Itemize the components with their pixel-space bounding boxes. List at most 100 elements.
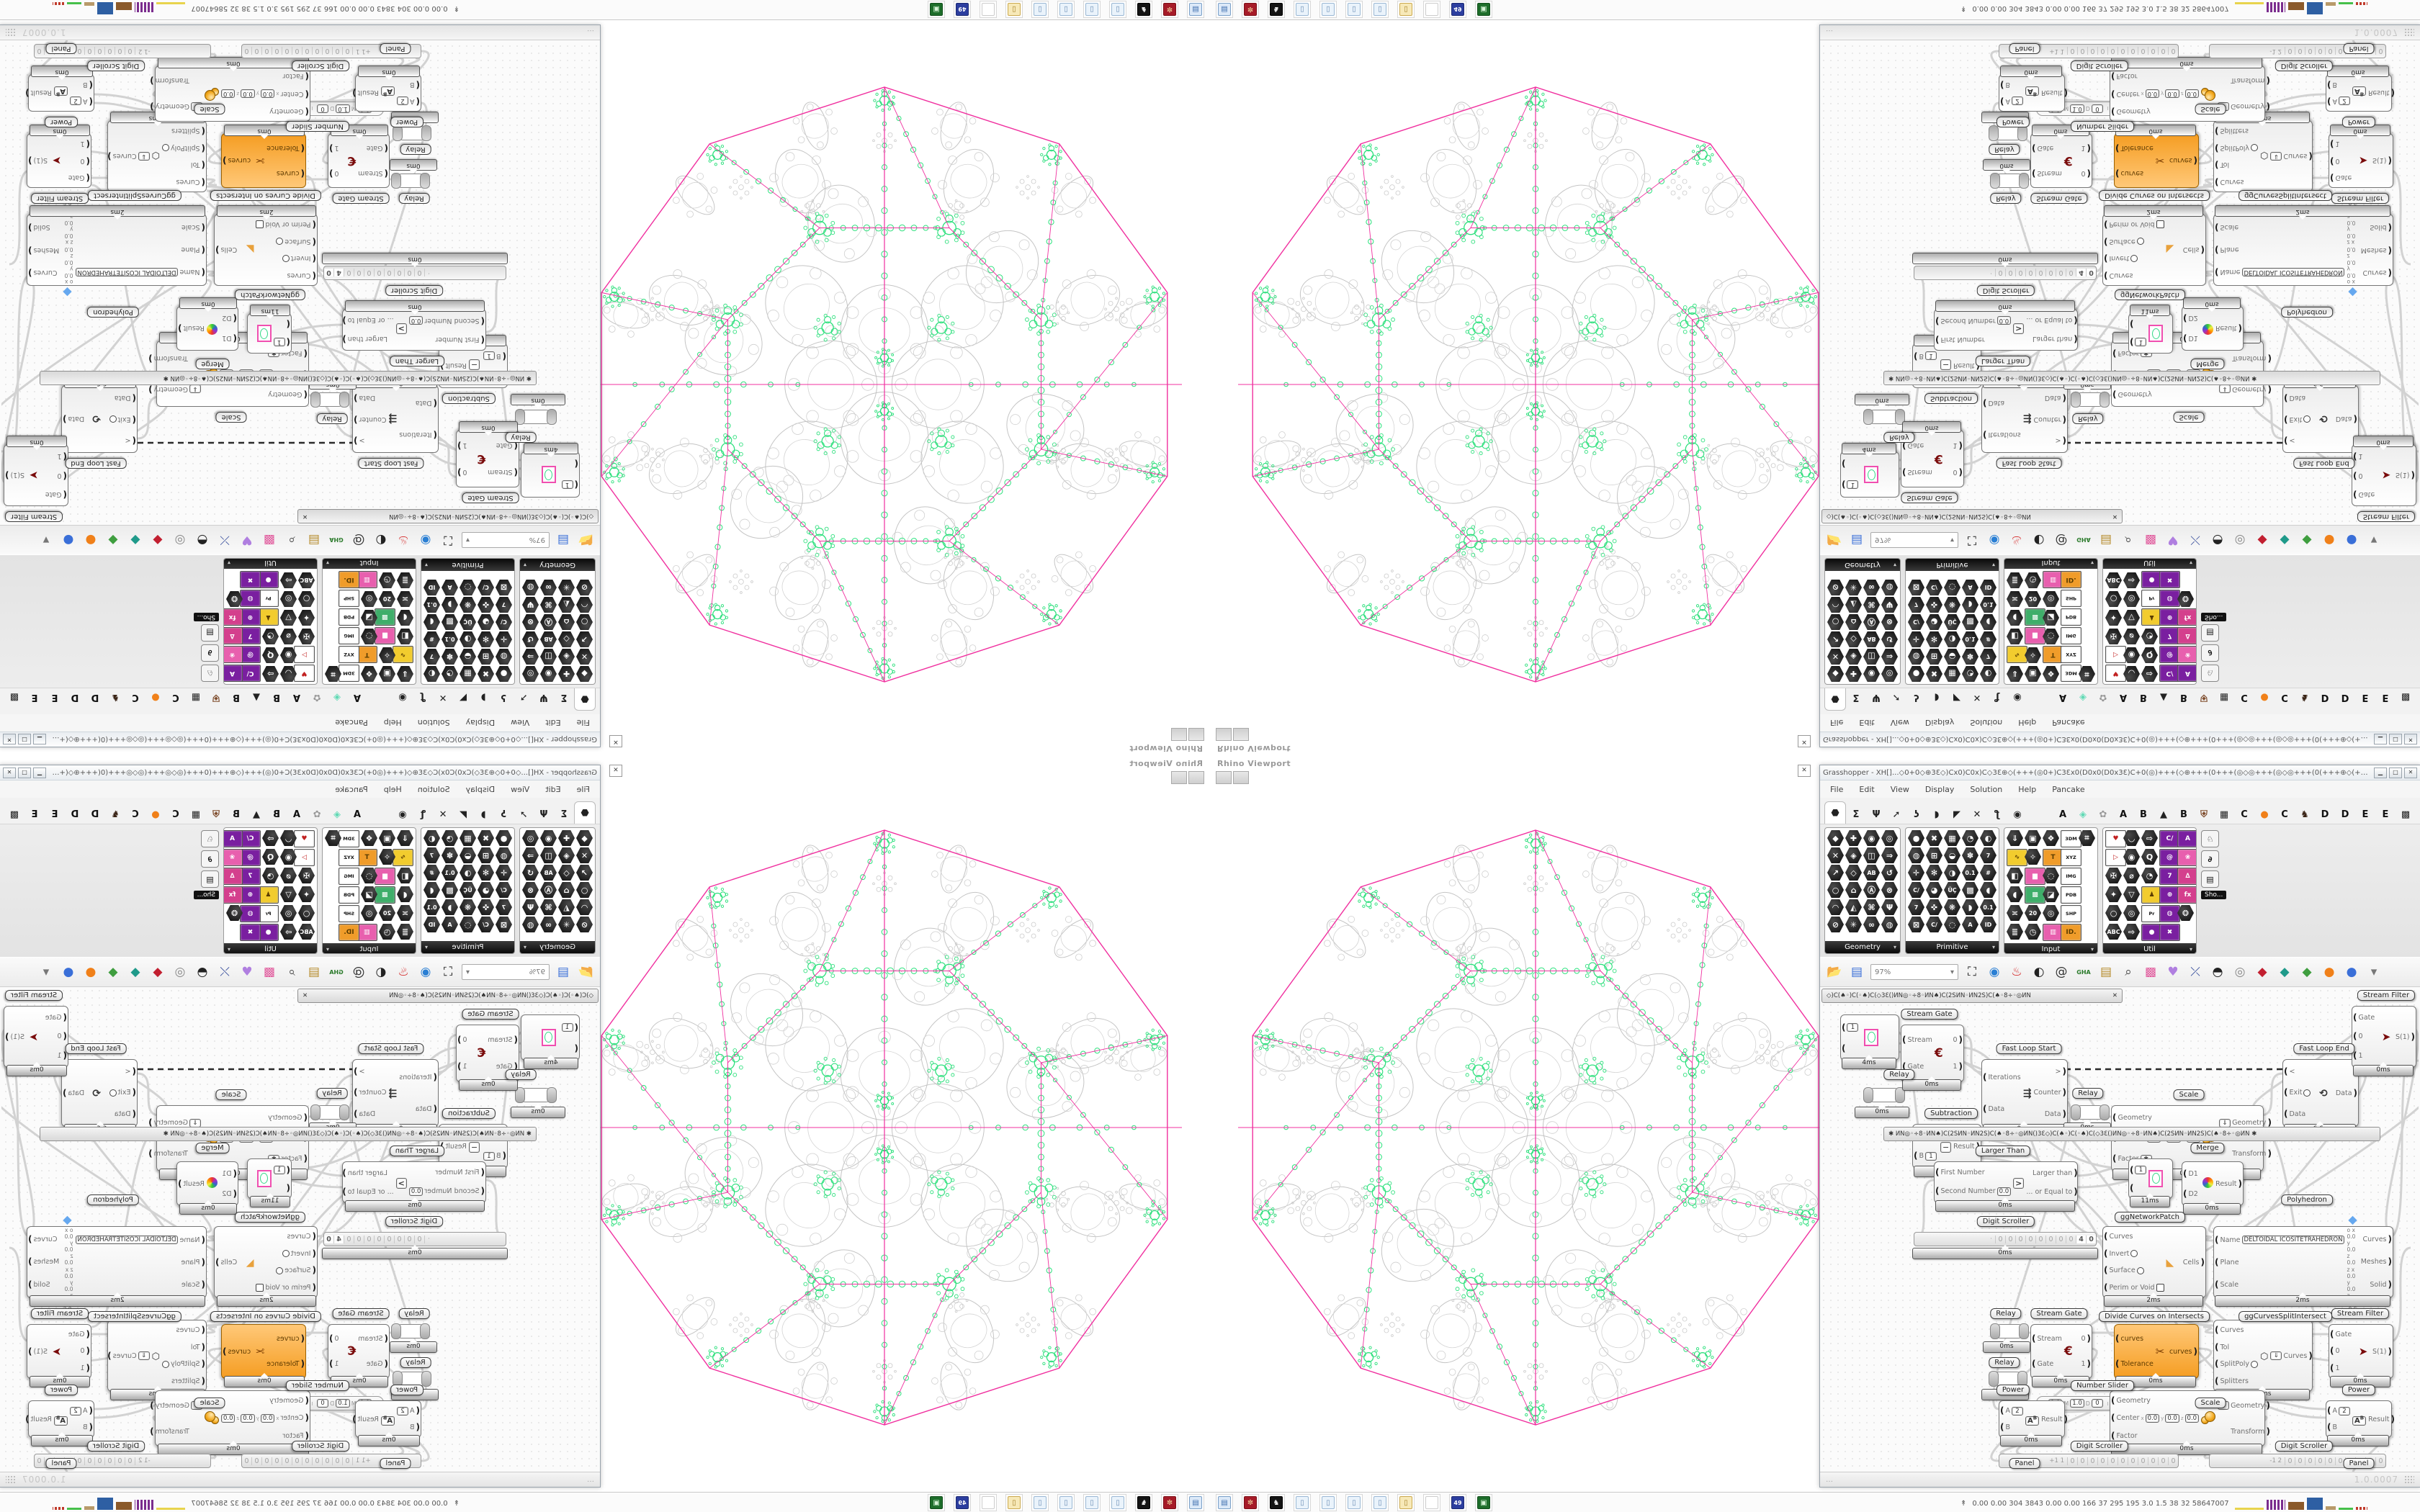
menu-item-edit[interactable]: Edit — [545, 784, 561, 794]
node-canvas[interactable]: ◇)C(♠◦)C(◦♠)C(◇3Ɛ()ИN◎◦÷8◦ИN♠)C(2SИN◦ИN2… — [1820, 40, 2420, 525]
input-splitpoly[interactable]: (SplitPoly — [161, 1359, 205, 1369]
output-geometry[interactable]: ⇓Geometry) — [2219, 384, 2272, 395]
tab-icon-3[interactable]: ➚ — [519, 692, 528, 703]
output-transform[interactable]: Transform) — [148, 353, 188, 364]
input-tol[interactable]: (Tol — [2215, 1341, 2230, 1352]
palette-icon-primitive-5[interactable]: ◍ — [1908, 649, 1924, 665]
palette-icon-input-18[interactable]: PDB — [339, 886, 359, 904]
palette-icon-input-11[interactable]: ▆ — [375, 868, 395, 885]
sphere-bw-icon[interactable]: ◓ — [2212, 533, 2223, 547]
palette-icon-geometry-3[interactable]: ◎ — [522, 666, 539, 682]
gift-icon[interactable]: ▩ — [2144, 965, 2157, 979]
output-data[interactable]: Data) — [63, 414, 85, 425]
palette-icon-geometry-18[interactable]: ⌘ — [1863, 597, 1880, 613]
palette-icon-input-1[interactable]: ▣ — [379, 666, 395, 682]
palette-icon-primitive-1[interactable]: ✖ — [478, 830, 494, 846]
palette-icon-primitive-25[interactable]: ⊠ — [1908, 580, 1924, 595]
gift-icon[interactable]: ▩ — [2144, 533, 2157, 547]
digit-cell[interactable]: 0 — [354, 1235, 364, 1243]
input-in[interactable]: ( — [574, 459, 578, 469]
input-in[interactable]: (1 — [273, 1165, 290, 1175]
palette-icon-geometry-9[interactable]: ◇ — [1845, 631, 1862, 647]
tab-letter-13[interactable]: D — [91, 809, 99, 820]
output-counter[interactable]: Counter) — [354, 1087, 387, 1098]
digit-cell[interactable]: 0 — [2015, 269, 2025, 277]
palette-icon-primitive-28[interactable]: A — [442, 580, 458, 595]
output-geometry[interactable]: ⇓Geometry) — [2219, 1118, 2272, 1128]
input-b[interactable]: (B 1 — [1914, 1151, 1938, 1161]
palette-icon-util-2[interactable]: ⇨ — [2141, 666, 2158, 682]
tab-letter-2[interactable]: ✿ — [2099, 692, 2107, 703]
input-data[interactable]: (Data — [1983, 398, 2005, 409]
palette-icon-util-1[interactable]: ◡ — [2123, 830, 2140, 846]
tab-icon-2[interactable]: Ψ — [539, 809, 548, 820]
palette-icon-util-9[interactable]: ❀ — [223, 646, 243, 663]
save-icon[interactable]: ▤ — [557, 965, 570, 979]
tab-letter-13[interactable]: D — [2321, 809, 2329, 820]
output-s-1-[interactable]: S(1)) — [2372, 1346, 2392, 1356]
palette-icon-util-14[interactable]: ∆ — [2177, 868, 2196, 885]
output-result[interactable]: Result) — [2368, 88, 2395, 99]
fast-loop-start[interactable]: (Iterations(Data ⇶ >) Counter) Data) — [1981, 1059, 2068, 1127]
palette-icon-util-7[interactable]: Q — [2141, 849, 2158, 865]
digit-cell[interactable]: 0 — [105, 47, 115, 55]
menu-item-display[interactable]: Display — [465, 784, 496, 794]
palette-icon-geometry-21[interactable]: ✳ — [558, 580, 575, 595]
more-icon[interactable]: ▾ — [42, 533, 50, 547]
output-curves[interactable]: ⇓ Curves) — [2270, 1351, 2313, 1360]
taskbar-app-icon-1[interactable]: ✼ — [1161, 1494, 1178, 1511]
gift-icon[interactable]: ▩ — [263, 965, 276, 979]
tab-letter-14[interactable]: D — [71, 809, 79, 820]
input-d2[interactable]: (D2 — [222, 1188, 237, 1199]
palette-name-geometry[interactable]: Geometry ▾ — [1825, 559, 1900, 571]
resize-grip-icon[interactable] — [2404, 1475, 2414, 1484]
output-counter[interactable]: Counter) — [354, 414, 387, 425]
input-gate[interactable]: (Gate — [2032, 143, 2054, 153]
palette-icon-util-19[interactable]: fx — [2177, 886, 2196, 904]
tab-letter-16[interactable]: E — [31, 692, 38, 703]
close-icon[interactable]: ✕ — [2112, 513, 2118, 520]
palette-icon-input-10[interactable]: ◧ — [2007, 868, 2023, 883]
input-d1[interactable]: (D1 — [2183, 333, 2198, 344]
gem-teal-icon[interactable]: ◆ — [130, 965, 140, 979]
output-1[interactable]: 1) — [2081, 1359, 2091, 1369]
palette-icon-input-17[interactable]: ◪ — [2043, 886, 2059, 902]
palette-icon-util-21[interactable]: ◎ — [280, 591, 297, 607]
input-iterations[interactable]: (Iterations — [1983, 430, 2021, 441]
palette-icon-geometry-16[interactable]: ◠ — [576, 597, 593, 613]
palette-icon-primitive-16[interactable]: ◕ — [1926, 614, 1942, 630]
palette-icon-input-11[interactable]: ▆ — [375, 627, 395, 644]
palette-icon-util-24[interactable]: ❂ — [2177, 905, 2194, 921]
palette-icon-util-26[interactable]: ⇨ — [2123, 924, 2140, 940]
input-name[interactable]: (Name DELTOIDAL ICOSITETRAHEDRON — [75, 268, 205, 278]
palette-icon-primitive-3[interactable]: ◔ — [442, 666, 458, 682]
palette-icon-primitive-12[interactable]: ◑ — [1944, 865, 1960, 881]
palette-icon-input-23[interactable]: SHP — [339, 590, 359, 607]
input-b[interactable]: (B — [82, 79, 93, 90]
input-curves[interactable]: (curves — [276, 1333, 305, 1344]
digit-cell[interactable]: 0 — [2035, 1235, 2045, 1243]
menu-item-pancake[interactable]: Pancake — [2052, 784, 2085, 794]
taskbar-app-icon-0[interactable]: ▤ — [1216, 1, 1233, 18]
digit-cell[interactable]: 0 — [2067, 1457, 2077, 1465]
input-gate[interactable]: (Gate — [366, 1359, 388, 1369]
input-data[interactable]: (Data — [2284, 393, 2306, 404]
digit-cell[interactable]: 0 — [385, 1235, 395, 1243]
output-curves[interactable]: Curves) — [28, 1234, 58, 1245]
digit-cell[interactable]: 0 — [333, 47, 343, 55]
palette-name-geometry[interactable]: Geometry ▾ — [1825, 941, 1900, 953]
palette-icon-primitive-12[interactable]: ◑ — [460, 631, 476, 647]
palette-icon-geometry-20[interactable]: ⊘ — [576, 580, 593, 595]
palette-icon-geometry-4[interactable]: ✕ — [1827, 649, 1844, 665]
tab-letter-0[interactable]: A — [353, 809, 362, 820]
palette-icon-geometry-18[interactable]: ⌘ — [540, 597, 557, 613]
polyhedron-deltoidal[interactable]: (Name DELTOIDAL ICOSITETRAHEDRON(Plane(Sc… — [2213, 200, 2393, 300]
canvas-tab-strip-1[interactable]: ◇)C(♠◦)C(◦♠)C(◇3Ɛ()ИN◎◦÷8◦ИN♠)C(2SИN◦ИN2… — [297, 509, 599, 523]
palette-icon-input-28[interactable]: ID. — [2061, 924, 2081, 941]
palette-icon-primitive-27[interactable]: ◌ — [460, 917, 476, 932]
taskbar-app-icon-0[interactable]: ▤ — [1216, 1494, 1233, 1511]
palette-icon-geometry-1[interactable]: ✚ — [1845, 666, 1862, 682]
palette-icon-util-23[interactable]: ◍ — [240, 590, 261, 607]
palette-icon-primitive-11[interactable]: ✻ — [1926, 865, 1942, 881]
